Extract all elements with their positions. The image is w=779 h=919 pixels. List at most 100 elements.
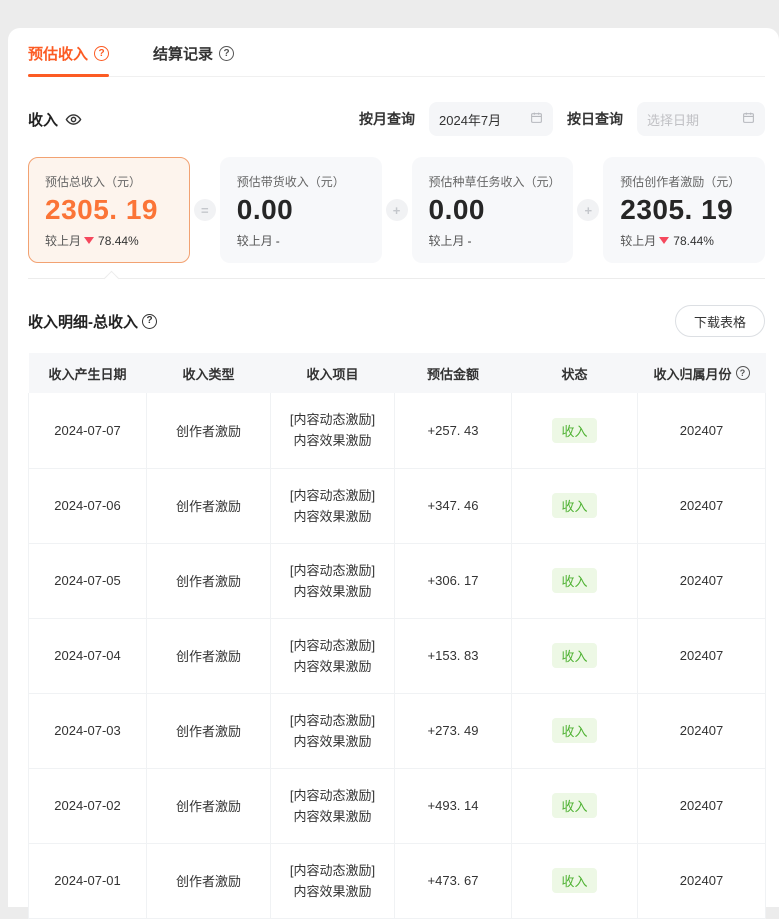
cell-type: 创作者激励 [146, 543, 271, 619]
status-badge: 收入 [552, 568, 597, 593]
table-row: 2024-07-06 创作者激励 [内容动态激励] 内容效果激励 +347. 46… [28, 468, 766, 544]
table-row: 2024-07-05 创作者激励 [内容动态激励] 内容效果激励 +306. 17… [28, 543, 766, 619]
cell-type: 创作者激励 [146, 843, 271, 919]
trend-down-icon [659, 237, 670, 244]
status-badge: 收入 [552, 718, 597, 743]
col-header-date: 收入产生日期 [28, 353, 147, 393]
equals-icon: = [193, 199, 216, 221]
cell-status: 收入 [511, 393, 638, 469]
operator-gap: + [573, 157, 603, 263]
stat-cards-row: 预估总收入（元） 2305. 19 较上月 78.44% = 预估带货收入（元）… [28, 157, 765, 263]
cell-status: 收入 [511, 843, 638, 919]
income-title: 收入 [28, 109, 82, 130]
card-value: 0.00 [428, 194, 485, 225]
detail-title-text: 收入明细-总收入 [28, 313, 138, 331]
cell-status: 收入 [511, 768, 638, 844]
day-query-label: 按日查询 [567, 111, 623, 127]
cell-month: 202407 [637, 768, 766, 844]
cell-project: [内容动态激励] 内容效果激励 [270, 843, 395, 919]
download-table-button[interactable]: 下载表格 [674, 305, 765, 337]
income-header-row: 收入 按月查询 2024年7月 按日查询 选择日期 [28, 102, 765, 136]
status-badge: 收入 [552, 793, 597, 818]
compare-value: 78.44% [673, 233, 714, 248]
table-header-row: 收入产生日期 收入类型 收入项目 预估金额 状态 收入归属月份 ? [28, 353, 766, 393]
status-badge: 收入 [552, 417, 597, 443]
compare-value: 78.44% [98, 233, 139, 248]
cell-amount: +306. 17 [394, 543, 512, 619]
cell-date: 2024-07-01 [28, 843, 147, 919]
cell-amount: +493. 14 [394, 768, 512, 844]
card-goods-income[interactable]: 预估带货收入（元） 0.00 较上月 - [219, 157, 382, 263]
card-creator-incentive[interactable]: 预估创作者激励（元） 2305. 19 较上月 78.44% [603, 157, 765, 263]
compare-label: 较上月 [45, 234, 82, 248]
tab-estimated-income[interactable]: 预估收入 ? [28, 43, 110, 77]
cell-date: 2024-07-03 [28, 693, 147, 769]
cell-month: 202407 [637, 618, 766, 694]
cell-status: 收入 [511, 618, 638, 694]
cell-amount: +153. 83 [394, 618, 512, 694]
cell-project: [内容动态激励] 内容效果激励 [270, 768, 395, 844]
cell-project: [内容动态激励] 内容效果激励 [270, 543, 395, 619]
cell-amount: +347. 46 [394, 468, 512, 544]
compare-label: 较上月 [236, 234, 273, 248]
compare-value: - [467, 233, 472, 248]
cell-type: 创作者激励 [146, 393, 271, 469]
col-header-amount: 预估金额 [394, 353, 512, 393]
card-value: 0.00 [236, 194, 294, 225]
section-divider [28, 270, 765, 287]
card-label: 预估创作者激励（元） [620, 175, 741, 189]
month-query-label: 按月查询 [359, 111, 415, 127]
card-compare: 较上月 78.44% [620, 232, 748, 249]
calendar-icon [742, 111, 755, 127]
table-row: 2024-07-03 创作者激励 [内容动态激励] 内容效果激励 +273. 49… [28, 693, 766, 769]
card-total-income[interactable]: 预估总收入（元） 2305. 19 较上月 78.44% [28, 157, 190, 263]
divider-notch [103, 270, 120, 287]
income-detail-table: 收入产生日期 收入类型 收入项目 预估金额 状态 收入归属月份 ? 2024-0… [28, 353, 766, 919]
col-header-month-text: 收入归属月份 [653, 366, 732, 382]
detail-header-row: 收入明细-总收入 ? 下载表格 [28, 305, 765, 337]
table-row: 2024-07-04 创作者激励 [内容动态激励] 内容效果激励 +153. 83… [28, 618, 766, 694]
cell-project: [内容动态激励] 内容效果激励 [270, 393, 395, 469]
cell-month: 202407 [637, 843, 766, 919]
status-badge: 收入 [552, 643, 597, 668]
col-header-status: 状态 [511, 353, 638, 393]
cell-amount: +473. 67 [394, 843, 512, 919]
operator-gap: = [190, 157, 220, 263]
status-badge: 收入 [552, 868, 597, 893]
cell-month: 202407 [637, 543, 766, 619]
compare-label: 较上月 [428, 234, 465, 248]
card-seeding-task-income[interactable]: 预估种草任务收入（元） 0.00 较上月 - [411, 157, 574, 263]
plus-icon: + [577, 199, 600, 221]
col-header-type: 收入类型 [146, 353, 271, 393]
card-value: 2305. 19 [620, 194, 734, 225]
status-badge: 收入 [552, 493, 597, 518]
cell-month: 202407 [637, 468, 766, 544]
compare-value: - [275, 233, 280, 248]
cell-status: 收入 [511, 693, 638, 769]
tab-label: 预估收入 [28, 46, 89, 63]
month-picker-input[interactable]: 2024年7月 [429, 102, 553, 136]
cell-month: 202407 [637, 693, 766, 769]
day-picker-input[interactable]: 选择日期 [637, 102, 765, 136]
month-picker-value: 2024年7月 [439, 112, 502, 128]
question-circle-icon[interactable]: ? [219, 46, 235, 61]
card-label: 预估总收入（元） [45, 175, 142, 189]
operator-gap: + [382, 157, 412, 263]
income-title-text: 收入 [28, 111, 59, 129]
plus-icon: + [385, 199, 408, 221]
calendar-icon [530, 111, 543, 127]
table-row: 2024-07-02 创作者激励 [内容动态激励] 内容效果激励 +493. 14… [28, 768, 766, 844]
col-header-month: 收入归属月份 ? [637, 353, 766, 393]
compare-label: 较上月 [620, 234, 657, 248]
tab-settlement-records[interactable]: 结算记录 ? [153, 43, 235, 76]
cell-amount: +273. 49 [394, 693, 512, 769]
question-circle-icon[interactable]: ? [142, 313, 157, 329]
card-compare: 较上月 - [429, 232, 557, 249]
card-label: 预估种草任务收入（元） [428, 175, 561, 189]
eye-icon[interactable] [65, 111, 82, 128]
question-circle-icon[interactable]: ? [735, 366, 750, 380]
col-header-project: 收入项目 [270, 353, 395, 393]
earnings-panel: 预估收入 ? 结算记录 ? 收入 按月查询 2024年7月 [8, 28, 779, 919]
question-circle-icon[interactable]: ? [94, 46, 110, 61]
cell-date: 2024-07-06 [28, 468, 147, 544]
